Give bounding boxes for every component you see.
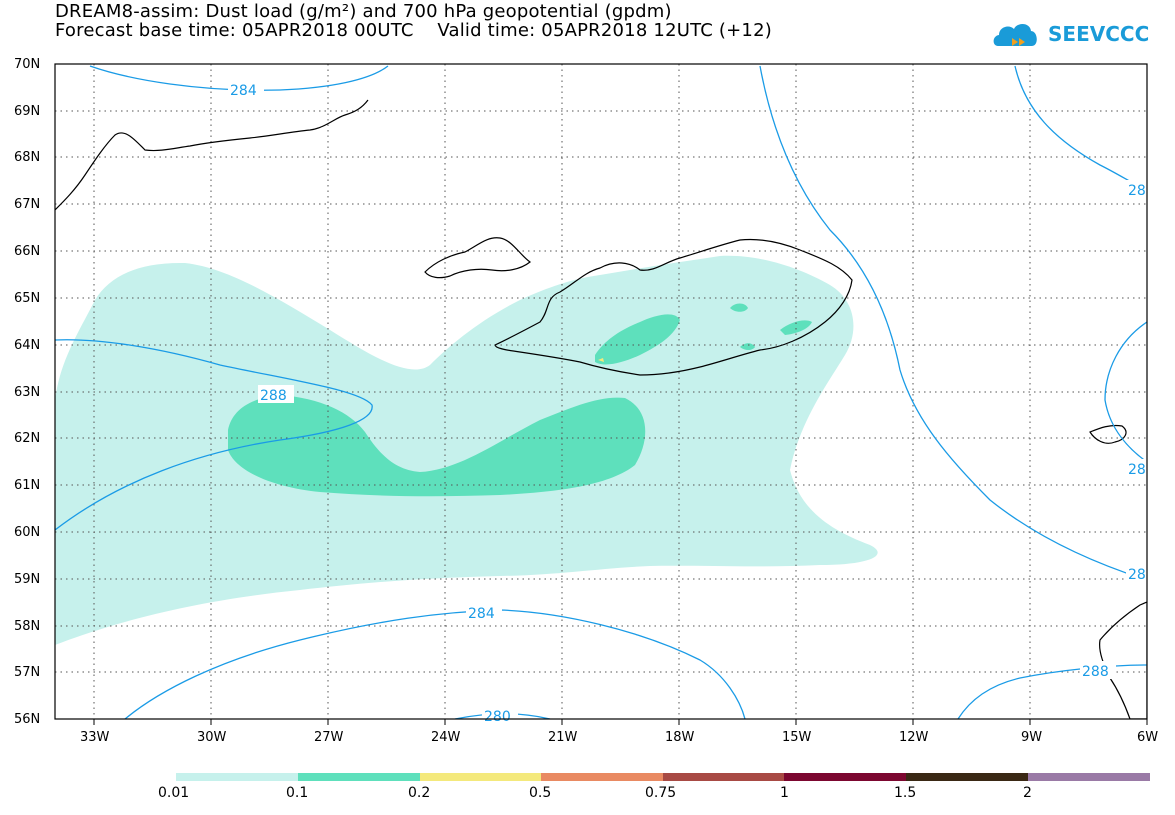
lat-label: 64N	[14, 338, 41, 353]
lat-label: 67N	[14, 197, 41, 212]
map-subtitle: Forecast base time: 05APR2018 00UTC Vali…	[55, 20, 772, 41]
lon-label: 27W	[314, 730, 344, 745]
coastline-faroe	[1089, 424, 1127, 444]
contour-label: 288	[260, 388, 287, 404]
lat-label: 63N	[14, 385, 41, 400]
colorbar-label: 1.5	[894, 785, 917, 801]
lon-label: 33W	[80, 730, 110, 745]
colorbar-label: 0.1	[286, 785, 309, 801]
lat-label: 62N	[14, 431, 41, 446]
lat-label: 65N	[14, 291, 41, 306]
colorbar-label: 1	[780, 785, 789, 801]
colorbar-label: 0.2	[408, 785, 431, 801]
colorbar-swatch	[420, 773, 541, 781]
coastline-scotland	[1099, 601, 1147, 719]
dust-area-light	[55, 255, 878, 645]
colorbar-swatch	[906, 773, 1028, 781]
contour-label: 28	[1128, 567, 1146, 583]
lon-label: 18W	[665, 730, 695, 745]
lat-label: 57N	[14, 665, 41, 680]
lat-label: 59N	[14, 572, 41, 587]
graticule	[55, 64, 1147, 719]
contour-label: 284	[230, 83, 257, 99]
colorbar-swatch	[541, 773, 663, 781]
lon-label: 6W	[1137, 730, 1159, 745]
lon-label: 24W	[431, 730, 461, 745]
lat-label: 70N	[14, 57, 41, 72]
colorbar	[176, 773, 1150, 781]
dust-area-medium-east	[730, 303, 748, 312]
contour-label: 284	[468, 606, 495, 622]
colorbar-swatch	[663, 773, 784, 781]
lon-label: 9W	[1021, 730, 1043, 745]
lon-label: 12W	[899, 730, 929, 745]
colorbar-swatch	[176, 773, 298, 781]
colorbar-swatch	[298, 773, 420, 781]
colorbar-label: 0.01	[158, 785, 190, 801]
dust-area-medium-iceland	[595, 314, 680, 365]
coastline-iceland	[494, 238, 853, 376]
lat-label: 69N	[14, 104, 41, 119]
map-frame	[54, 63, 1148, 720]
colorbar-swatch	[784, 773, 906, 781]
lat-label: 58N	[14, 619, 41, 634]
lon-label: 15W	[782, 730, 812, 745]
lat-label: 61N	[14, 478, 41, 493]
colorbar-label: 0.75	[645, 785, 677, 801]
lat-label: 66N	[14, 244, 41, 259]
coastline-greenland	[55, 99, 369, 211]
lon-label: 30W	[197, 730, 227, 745]
colorbar-label: 0.5	[529, 785, 552, 801]
logo-text: SEEVCCC	[1048, 22, 1150, 46]
colorbar-swatch	[1028, 773, 1150, 781]
contour-label: 28	[1128, 462, 1146, 478]
dust-area-medium-southeast	[780, 320, 812, 335]
coastline-iceland-northwest	[424, 237, 532, 279]
lat-label: 60N	[14, 525, 41, 540]
dust-area-high	[598, 358, 604, 362]
colorbar-label: 2	[1023, 785, 1032, 801]
contour-label: 288	[1082, 664, 1109, 680]
lon-label: 21W	[548, 730, 578, 745]
lat-label: 68N	[14, 150, 41, 165]
coastlines	[55, 99, 1147, 719]
map-title: DREAM8-assim: Dust load (g/m²) and 700 h…	[55, 1, 672, 22]
dust-area-medium-south	[228, 395, 646, 497]
cloud-logo-icon	[993, 23, 1037, 46]
contour-label: 280	[484, 709, 511, 725]
contour-label: 28	[1128, 183, 1146, 199]
lat-label: 56N	[14, 712, 41, 727]
